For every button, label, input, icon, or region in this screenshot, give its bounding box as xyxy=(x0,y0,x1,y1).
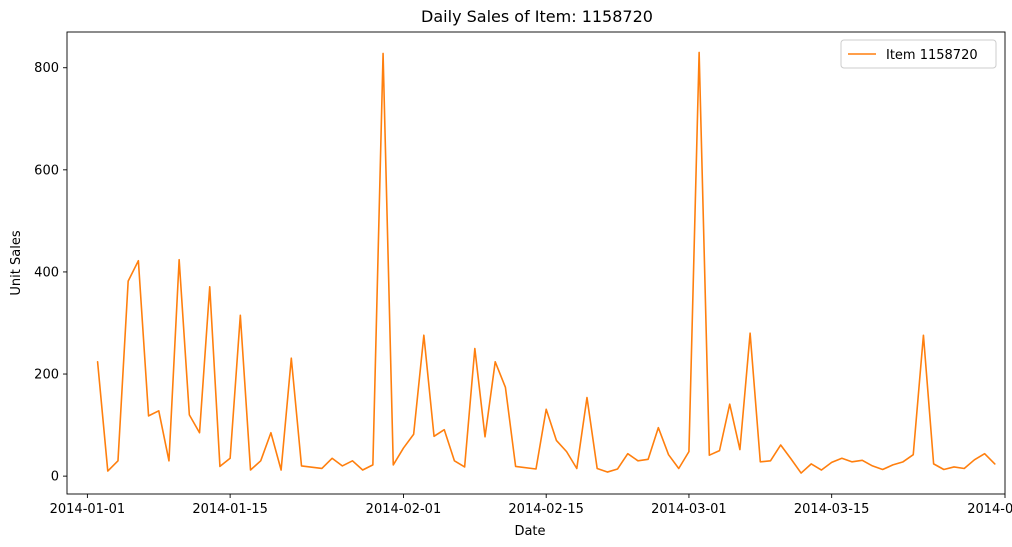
y-tick-label: 800 xyxy=(34,61,59,76)
y-axis: 0 200 400 600 800 xyxy=(34,61,67,485)
legend-label: Item 1158720 xyxy=(886,48,978,63)
plot-area xyxy=(96,51,996,474)
y-tick-label: 0 xyxy=(51,470,59,485)
y-tick-label: 400 xyxy=(34,265,59,280)
series-line-item-1158720 xyxy=(96,51,996,474)
chart-title: Daily Sales of Item: 1158720 xyxy=(421,7,653,26)
x-axis: 2014-01-01 2014-01-15 2014-02-01 2014-02-15… xyxy=(50,494,1012,517)
x-tick-label: 2014-01-15 xyxy=(192,502,268,517)
y-axis-title: Unit Sales xyxy=(9,230,24,295)
y-tick-label: 200 xyxy=(34,368,59,383)
legend-box xyxy=(840,39,997,69)
y-tick-label: 600 xyxy=(34,163,59,178)
x-tick-label: 2014-02-01 xyxy=(366,502,442,517)
x-tick-label: 2014-04-01 xyxy=(967,502,1012,517)
x-tick-label: 2014-02-15 xyxy=(508,502,584,517)
x-tick-label: 2014-01-01 xyxy=(50,502,126,517)
legend: Item 1158720 xyxy=(840,39,997,69)
x-axis-title: Date xyxy=(514,524,545,539)
x-tick-label: 2014-03-01 xyxy=(651,502,727,517)
plot-frame xyxy=(66,31,1006,495)
x-tick-label: 2014-03-15 xyxy=(794,502,870,517)
